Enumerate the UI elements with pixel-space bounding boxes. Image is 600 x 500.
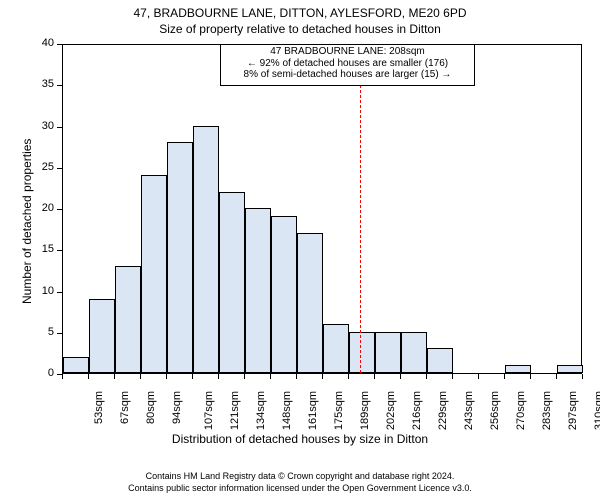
ytick-label: 30 bbox=[30, 120, 54, 132]
histogram-bar bbox=[505, 365, 531, 373]
ytick-label: 20 bbox=[30, 202, 54, 214]
xtick-label: 310sqm bbox=[593, 391, 600, 430]
chart-subtitle: Size of property relative to detached ho… bbox=[0, 22, 600, 36]
ytick-mark bbox=[57, 168, 62, 169]
plot-area bbox=[62, 44, 582, 374]
xtick-label: 134sqm bbox=[255, 391, 267, 430]
xtick-label: 243sqm bbox=[463, 391, 475, 430]
chart-title: 47, BRADBOURNE LANE, DITTON, AYLESFORD, … bbox=[0, 6, 600, 20]
histogram-bar bbox=[349, 332, 375, 373]
xtick-label: 175sqm bbox=[333, 391, 345, 430]
ytick-label: 25 bbox=[30, 161, 54, 173]
x-axis-label: Distribution of detached houses by size … bbox=[0, 432, 600, 446]
xtick-label: 283sqm bbox=[541, 391, 553, 430]
histogram-bar bbox=[557, 365, 583, 373]
xtick-mark bbox=[400, 374, 401, 379]
xtick-mark bbox=[88, 374, 89, 379]
xtick-mark bbox=[218, 374, 219, 379]
xtick-label: 216sqm bbox=[411, 391, 423, 430]
xtick-label: 189sqm bbox=[359, 391, 371, 430]
xtick-mark bbox=[530, 374, 531, 379]
xtick-mark bbox=[270, 374, 271, 379]
xtick-mark bbox=[114, 374, 115, 379]
xtick-label: 297sqm bbox=[567, 391, 579, 430]
histogram-bar bbox=[245, 208, 271, 373]
ytick-mark bbox=[57, 333, 62, 334]
xtick-label: 148sqm bbox=[281, 391, 293, 430]
histogram-bar bbox=[375, 332, 401, 373]
histogram-bar bbox=[271, 216, 297, 373]
histogram-bar bbox=[297, 233, 323, 373]
ytick-mark bbox=[57, 44, 62, 45]
ytick-label: 5 bbox=[30, 326, 54, 338]
xtick-label: 94sqm bbox=[171, 391, 183, 424]
ytick-label: 10 bbox=[30, 285, 54, 297]
xtick-label: 256sqm bbox=[489, 391, 501, 430]
xtick-mark bbox=[348, 374, 349, 379]
annotation-line-3: 8% of semi-detached houses are larger (1… bbox=[223, 69, 472, 81]
histogram-bar bbox=[401, 332, 427, 373]
histogram-bar bbox=[193, 126, 219, 374]
xtick-mark bbox=[478, 374, 479, 379]
histogram-bar bbox=[115, 266, 141, 373]
ytick-label: 0 bbox=[30, 367, 54, 379]
xtick-mark bbox=[166, 374, 167, 379]
xtick-mark bbox=[140, 374, 141, 379]
xtick-label: 53sqm bbox=[93, 391, 105, 424]
xtick-mark bbox=[244, 374, 245, 379]
footer-line-1: Contains HM Land Registry data © Crown c… bbox=[0, 471, 600, 481]
xtick-mark bbox=[296, 374, 297, 379]
xtick-label: 270sqm bbox=[515, 391, 527, 430]
histogram-bar bbox=[219, 192, 245, 374]
xtick-label: 107sqm bbox=[203, 391, 215, 430]
ytick-mark bbox=[57, 85, 62, 86]
histogram-bar bbox=[63, 357, 89, 374]
annotation-box: 47 BRADBOURNE LANE: 208sqm ← 92% of deta… bbox=[220, 44, 475, 86]
xtick-label: 161sqm bbox=[307, 391, 319, 430]
xtick-mark bbox=[582, 374, 583, 379]
xtick-mark bbox=[452, 374, 453, 379]
histogram-bar bbox=[89, 299, 115, 373]
chart-container: { "chart": { "type": "histogram", "width… bbox=[0, 0, 600, 500]
marker-line bbox=[360, 45, 361, 373]
xtick-mark bbox=[504, 374, 505, 379]
xtick-label: 67sqm bbox=[119, 391, 131, 424]
footer-line-2: Contains public sector information licen… bbox=[0, 483, 600, 493]
xtick-label: 80sqm bbox=[145, 391, 157, 424]
ytick-mark bbox=[57, 209, 62, 210]
xtick-label: 121sqm bbox=[229, 391, 241, 430]
histogram-bar bbox=[167, 142, 193, 373]
ytick-label: 15 bbox=[30, 243, 54, 255]
xtick-mark bbox=[374, 374, 375, 379]
xtick-mark bbox=[192, 374, 193, 379]
xtick-label: 202sqm bbox=[385, 391, 397, 430]
annotation-line-1: 47 BRADBOURNE LANE: 208sqm bbox=[223, 46, 472, 58]
histogram-bar bbox=[323, 324, 349, 374]
xtick-mark bbox=[322, 374, 323, 379]
annotation-line-2: ← 92% of detached houses are smaller (17… bbox=[223, 58, 472, 70]
xtick-mark bbox=[426, 374, 427, 379]
ytick-label: 35 bbox=[30, 78, 54, 90]
histogram-bar bbox=[141, 175, 167, 373]
ytick-label: 40 bbox=[30, 37, 54, 49]
ytick-mark bbox=[57, 250, 62, 251]
xtick-mark bbox=[62, 374, 63, 379]
ytick-mark bbox=[57, 127, 62, 128]
ytick-mark bbox=[57, 292, 62, 293]
xtick-label: 229sqm bbox=[437, 391, 449, 430]
xtick-mark bbox=[556, 374, 557, 379]
histogram-bar bbox=[427, 348, 453, 373]
